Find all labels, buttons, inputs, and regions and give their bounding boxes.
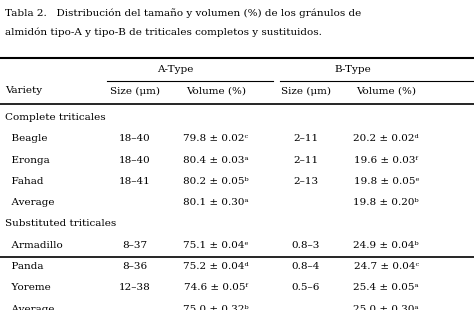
Text: 25.0 ± 0.30ᵃ: 25.0 ± 0.30ᵃ: [354, 305, 419, 310]
Text: 80.1 ± 0.30ᵃ: 80.1 ± 0.30ᵃ: [183, 198, 248, 207]
Text: Beagle: Beagle: [5, 134, 47, 143]
Text: 80.4 ± 0.03ᵃ: 80.4 ± 0.03ᵃ: [183, 156, 248, 165]
Text: 19.8 ± 0.05ᵉ: 19.8 ± 0.05ᵉ: [354, 177, 419, 186]
Text: 75.0 ± 0.32ᵇ: 75.0 ± 0.32ᵇ: [183, 305, 248, 310]
Text: Volume (%): Volume (%): [356, 86, 416, 95]
Text: B-Type: B-Type: [335, 65, 372, 74]
Text: 74.6 ± 0.05ᶠ: 74.6 ± 0.05ᶠ: [184, 283, 247, 292]
Text: 75.1 ± 0.04ᵉ: 75.1 ± 0.04ᵉ: [183, 241, 248, 250]
Text: 18–40: 18–40: [119, 134, 151, 143]
Text: 79.8 ± 0.02ᶜ: 79.8 ± 0.02ᶜ: [183, 134, 248, 143]
Text: 8–37: 8–37: [122, 241, 148, 250]
Text: Complete triticales: Complete triticales: [5, 113, 105, 122]
Text: Panda: Panda: [5, 262, 43, 271]
Text: Average: Average: [5, 198, 54, 207]
Text: 0.8–4: 0.8–4: [292, 262, 320, 271]
Text: 24.7 ± 0.04ᶜ: 24.7 ± 0.04ᶜ: [354, 262, 419, 271]
Text: Average: Average: [5, 305, 54, 310]
Text: Size (μm): Size (μm): [110, 86, 160, 95]
Text: Volume (%): Volume (%): [186, 86, 246, 95]
Text: 20.2 ± 0.02ᵈ: 20.2 ± 0.02ᵈ: [354, 134, 419, 143]
Text: 18–41: 18–41: [119, 177, 151, 186]
Text: 75.2 ± 0.04ᵈ: 75.2 ± 0.04ᵈ: [183, 262, 248, 271]
Text: Substituted triticales: Substituted triticales: [5, 219, 116, 228]
Text: 0.8–3: 0.8–3: [292, 241, 320, 250]
Text: 2–11: 2–11: [293, 156, 319, 165]
Text: 0.5–6: 0.5–6: [292, 283, 320, 292]
Text: Variety: Variety: [5, 86, 42, 95]
Text: almidón tipo-A y tipo-B de triticales completos y sustituidos.: almidón tipo-A y tipo-B de triticales co…: [5, 27, 322, 37]
Text: Fahad: Fahad: [5, 177, 43, 186]
Text: 2–11: 2–11: [293, 134, 319, 143]
Text: Yoreme: Yoreme: [5, 283, 51, 292]
Text: A-Type: A-Type: [157, 65, 193, 74]
Text: 80.2 ± 0.05ᵇ: 80.2 ± 0.05ᵇ: [183, 177, 248, 186]
Text: Size (μm): Size (μm): [281, 86, 331, 95]
Text: 18–40: 18–40: [119, 156, 151, 165]
Text: Tabla 2.   Distribución del tamaño y volumen (%) de los gránulos de: Tabla 2. Distribución del tamaño y volum…: [5, 8, 361, 18]
Text: 19.8 ± 0.20ᵇ: 19.8 ± 0.20ᵇ: [354, 198, 419, 207]
Text: 8–36: 8–36: [122, 262, 148, 271]
Text: 24.9 ± 0.04ᵇ: 24.9 ± 0.04ᵇ: [354, 241, 419, 250]
Text: Armadillo: Armadillo: [5, 241, 63, 250]
Text: 12–38: 12–38: [119, 283, 151, 292]
Text: 25.4 ± 0.05ᵃ: 25.4 ± 0.05ᵃ: [354, 283, 419, 292]
Text: 2–13: 2–13: [293, 177, 319, 186]
Text: 19.6 ± 0.03ᶠ: 19.6 ± 0.03ᶠ: [355, 156, 418, 165]
Text: Eronga: Eronga: [5, 156, 49, 165]
